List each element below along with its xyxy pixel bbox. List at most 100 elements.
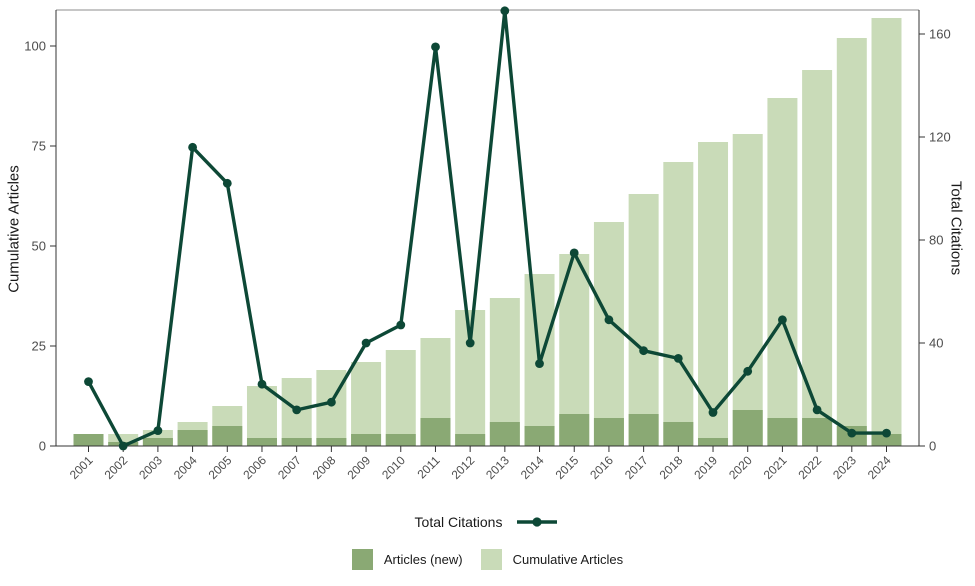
- bar-cumulative-2021: [767, 98, 798, 446]
- x-tick-label-2009: 2009: [344, 453, 373, 482]
- bar-cumulative-2016: [593, 222, 624, 446]
- right-tick-label-40: 40: [929, 336, 943, 351]
- citations-point-2024: [882, 428, 891, 438]
- bar-cumulative-2013: [489, 298, 520, 446]
- legend-point-sample: [532, 517, 543, 527]
- citations-point-2005: [222, 178, 232, 188]
- citations-point-2003: [153, 426, 163, 435]
- x-tick-label-2001: 2001: [67, 453, 96, 482]
- bar-cumulative-2010: [385, 350, 416, 446]
- x-tick-label-2017: 2017: [622, 453, 651, 482]
- bar-new-2003: [142, 438, 173, 446]
- legend-articles: Articles (new) Cumulative Articles: [0, 549, 975, 570]
- citations-point-2006: [257, 379, 267, 389]
- total-citations-key-icon: [517, 517, 558, 527]
- citations-point-2009: [361, 338, 371, 348]
- legend-articles-new-label: Articles (new): [383, 552, 463, 567]
- bar-cumulative-2018: [663, 162, 694, 446]
- citations-point-2014: [535, 359, 544, 368]
- left-tick-label-100: 100: [24, 39, 46, 54]
- x-tick-label-2002: 2002: [102, 453, 131, 482]
- bar-new-2007: [281, 438, 312, 446]
- citations-point-2010: [396, 320, 406, 330]
- x-tick-label-2015: 2015: [553, 453, 582, 482]
- left-axis-title: Cumulative Articles: [5, 165, 23, 293]
- bar-cumulative-2022: [802, 70, 833, 446]
- bar-cumulative-2017: [628, 194, 659, 446]
- bar-new-2018: [663, 422, 694, 446]
- citations-point-2016: [604, 315, 614, 325]
- citations-point-2012: [465, 338, 475, 348]
- citations-point-2023: [847, 428, 857, 438]
- x-tick-label-2018: 2018: [657, 453, 686, 482]
- bar-new-2014: [524, 426, 555, 446]
- citations-point-2017: [639, 346, 648, 356]
- citations-point-2008: [327, 397, 336, 407]
- x-tick-label-2004: 2004: [171, 453, 200, 482]
- bar-new-2001: [73, 434, 104, 446]
- bar-new-2017: [628, 414, 659, 446]
- bar-new-2008: [316, 438, 347, 446]
- bar-new-2024: [871, 434, 902, 446]
- citations-point-2020: [743, 366, 753, 376]
- left-tick-label-25: 25: [32, 339, 46, 354]
- citations-point-2021: [778, 315, 787, 325]
- citations-point-2011: [431, 42, 440, 52]
- x-tick-label-2016: 2016: [587, 453, 616, 482]
- right-tick-label-80: 80: [929, 233, 943, 248]
- x-tick-label-2007: 2007: [275, 453, 304, 482]
- bar-new-2004: [177, 430, 208, 446]
- bar-new-2022: [802, 418, 833, 446]
- x-tick-label-2023: 2023: [830, 453, 859, 482]
- citations-point-2015: [569, 248, 579, 258]
- citations-point-2018: [673, 354, 683, 363]
- right-tick-label-160: 160: [929, 27, 951, 42]
- articles-new-swatch: [351, 549, 373, 570]
- bar-new-2015: [559, 414, 590, 446]
- bar-cumulative-2009: [351, 362, 382, 446]
- citations-point-2007: [292, 405, 302, 415]
- citations-point-2013: [500, 6, 510, 16]
- legend-total-citations: Total Citations: [0, 514, 975, 530]
- legend-cumulative-articles-label: Cumulative Articles: [512, 552, 624, 567]
- bar-new-2005: [212, 426, 243, 446]
- citations-line: [86, 9, 889, 448]
- bar-cumulative-2020: [732, 134, 763, 446]
- right-tick-label-0: 0: [929, 439, 936, 454]
- x-tick-label-2011: 2011: [414, 453, 442, 481]
- bar-new-2010: [385, 434, 416, 446]
- x-tick-label-2014: 2014: [518, 453, 547, 482]
- bar-new-2009: [351, 434, 382, 446]
- left-tick-label-75: 75: [32, 139, 46, 154]
- x-tick-label-2005: 2005: [206, 453, 235, 482]
- x-tick-label-2024: 2024: [865, 453, 894, 482]
- bar-new-2021: [767, 418, 798, 446]
- citations-point-2019: [708, 408, 718, 417]
- citations-point-2022: [812, 405, 822, 415]
- x-tick-label-2003: 2003: [136, 453, 165, 482]
- bar-cumulative-2006: [246, 386, 277, 446]
- x-tick-label-2019: 2019: [691, 453, 720, 482]
- x-tick-label-2021: 2021: [761, 453, 790, 482]
- bar-new-2020: [732, 410, 763, 446]
- x-tick-label-2022: 2022: [795, 453, 824, 482]
- x-tick-label-2010: 2010: [379, 453, 408, 482]
- bar-new-2016: [593, 418, 624, 446]
- cumulative-articles-swatch: [480, 549, 502, 570]
- bar-new-2019: [698, 438, 729, 446]
- bar-new-2013: [489, 422, 520, 446]
- right-tick-label-120: 120: [929, 130, 951, 145]
- citations-point-2001: [84, 377, 93, 386]
- bar-cumulative-2024: [871, 18, 902, 446]
- right-axis-title: Total Citations: [947, 180, 965, 276]
- left-tick-label-50: 50: [32, 239, 46, 254]
- x-tick-label-2012: 2012: [449, 453, 478, 482]
- bar-new-2012: [455, 434, 486, 446]
- left-tick-label-0: 0: [39, 439, 46, 454]
- citations-point-2004: [188, 142, 198, 152]
- x-tick-label-2020: 2020: [726, 453, 755, 482]
- x-tick-label-2013: 2013: [483, 453, 512, 482]
- bar-new-2006: [246, 438, 277, 446]
